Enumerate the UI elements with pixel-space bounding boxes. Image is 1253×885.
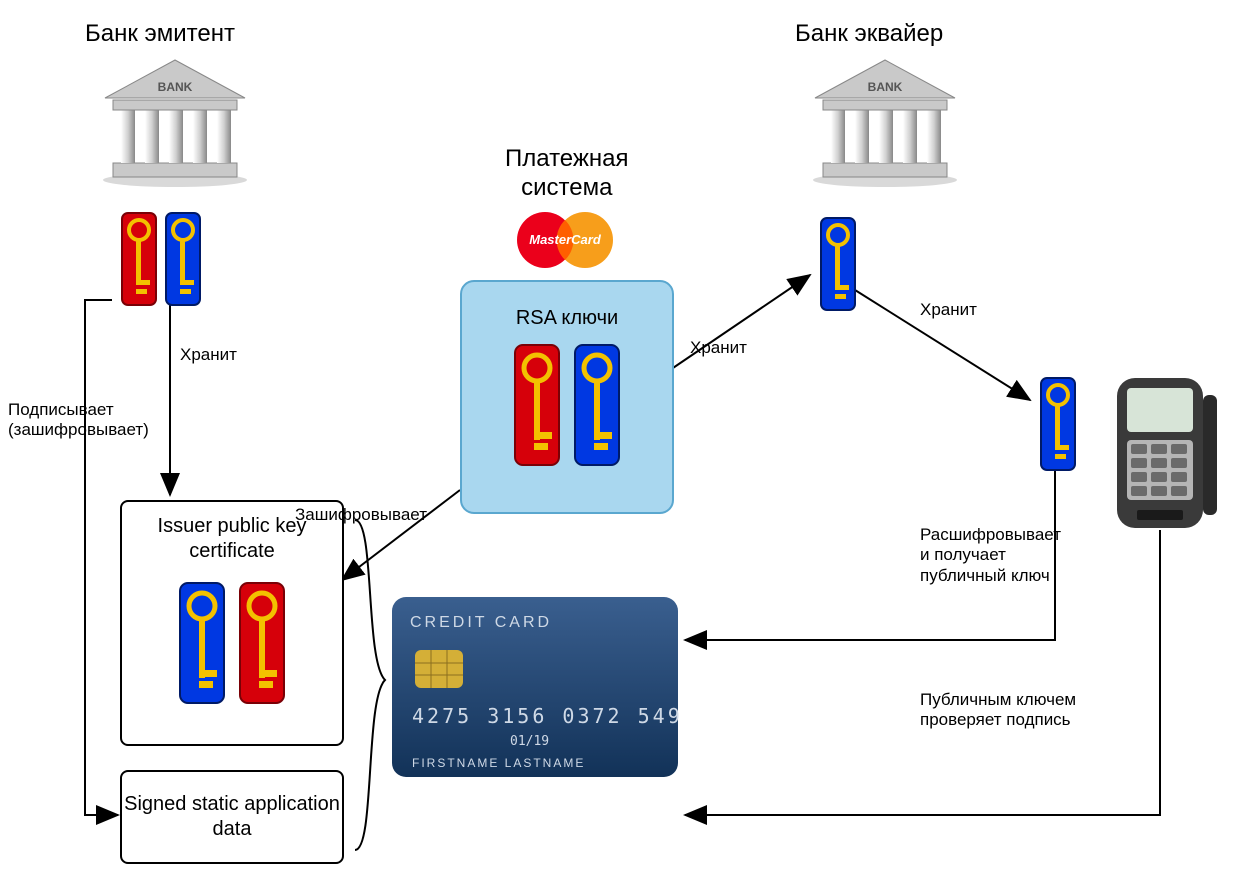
acquirer-key2-icon: [1035, 375, 1085, 475]
label-verifies: Публичным ключем проверяет подпись: [920, 690, 1076, 731]
acquirer-key1-icon: [815, 215, 865, 315]
svg-text:CREDIT CARD: CREDIT CARD: [410, 614, 552, 631]
label-decrypts: Расшифровывает и получает публичный ключ: [920, 525, 1061, 586]
label-stores-acq2: Хранит: [920, 300, 977, 320]
label-encrypts: Зашифровывает: [295, 505, 427, 525]
curly-brace: [355, 520, 385, 850]
cert-keypair-icon: [172, 578, 292, 708]
credit-card-icon: CREDIT CARD 4275 3156 0372 5493 01/19 FI…: [390, 595, 680, 780]
acquirer-bank-title: Банк эквайер: [795, 20, 943, 49]
svg-text:BANK: BANK: [868, 80, 903, 94]
rsa-keys-label: RSA ключи: [462, 307, 672, 330]
arrow-signs: [85, 300, 118, 815]
svg-text:01/19: 01/19: [510, 734, 549, 749]
mastercard-logo-icon: MasterCard: [500, 210, 630, 270]
svg-text:MasterCard: MasterCard: [529, 232, 602, 247]
issuer-keypair-icon: [118, 210, 208, 310]
svg-text:4275 3156 0372 5493: 4275 3156 0372 5493: [412, 704, 680, 728]
svg-text:FIRSTNAME LASTNAME: FIRSTNAME LASTNAME: [412, 756, 585, 770]
label-stores-issuer: Хранит: [180, 345, 237, 365]
rsa-keys-box: RSA ключи: [460, 280, 674, 514]
issuer-bank-title: Банк эмитент: [85, 20, 235, 49]
svg-text:BANK: BANK: [158, 80, 193, 94]
arrow-encrypts: [342, 490, 460, 580]
pos-terminal-icon: [1095, 370, 1225, 535]
issuer-cert-box: Issuer public key certificate: [120, 500, 344, 746]
label-stores-acq1: Хранит: [690, 338, 747, 358]
payment-system-title: Платежная система: [505, 145, 629, 203]
bank-acquirer-icon: BANK: [805, 58, 965, 188]
label-signs: Подписывает (зашифровывает): [8, 400, 149, 441]
signed-data-label: Signed static application data: [122, 792, 342, 842]
rsa-keypair-icon: [507, 340, 627, 470]
signed-data-box: Signed static application data: [120, 770, 344, 864]
bank-issuer-icon: BANK: [95, 58, 255, 188]
